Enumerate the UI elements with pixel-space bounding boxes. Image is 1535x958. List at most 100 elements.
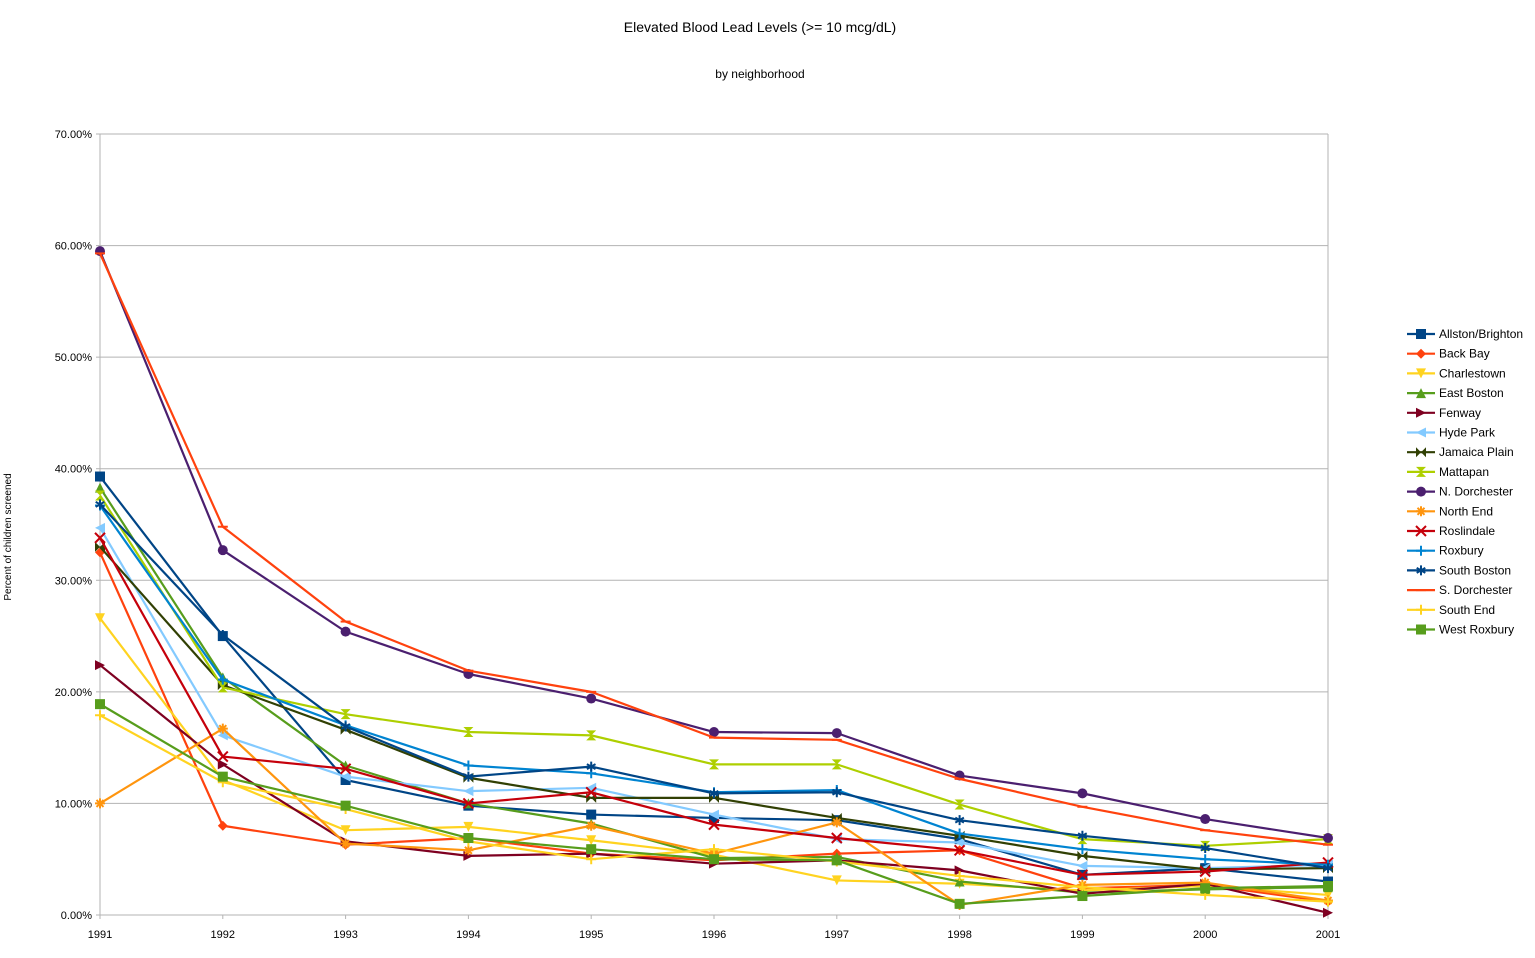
data-point: [586, 809, 597, 820]
legend-item: South End: [1407, 603, 1495, 617]
x-tick-label: 2000: [1193, 929, 1217, 941]
data-point: [463, 821, 474, 832]
data-point: [586, 835, 597, 846]
legend-marker: [1416, 466, 1426, 477]
data-point: [831, 787, 842, 798]
gridlines: [96, 133, 1329, 919]
x-tick-label: 1998: [947, 929, 971, 941]
series-west-roxbury: [95, 699, 1333, 909]
series-line: [99, 487, 1329, 894]
data-point: [95, 471, 105, 482]
legend-item: Charlestown: [1407, 366, 1506, 380]
chart-subtitle: by neighborhood: [715, 67, 804, 81]
data-point: [463, 727, 474, 738]
legend-item: Mattapan: [1407, 465, 1489, 479]
data-point: [709, 844, 719, 855]
data-point: [217, 730, 228, 741]
legend-item: West Roxbury: [1407, 623, 1514, 637]
data-point: [217, 820, 228, 831]
legend-label: S. Dorchester: [1439, 583, 1512, 597]
chart-title: Elevated Blood Lead Levels (>= 10 mcg/dL…: [624, 19, 896, 35]
legend-label: Hyde Park: [1439, 426, 1496, 440]
data-point: [831, 855, 842, 866]
series-south-boston: [95, 499, 1333, 874]
data-point: [831, 759, 842, 770]
data-point: [1323, 896, 1333, 907]
data-point: [708, 818, 720, 831]
y-axis-label: Percent of children screened: [3, 473, 14, 600]
data-point: [95, 482, 105, 493]
data-point: [709, 812, 719, 823]
y-tick-label: 70.00%: [55, 129, 93, 141]
data-point: [1323, 833, 1333, 844]
legend-item: Roslindale: [1407, 524, 1495, 538]
legend-label: Fenway: [1439, 406, 1481, 420]
legend-item: Hyde Park: [1407, 426, 1496, 440]
series-line: [98, 250, 1329, 840]
data-point: [586, 761, 597, 772]
data-point: [95, 710, 105, 721]
data-point: [954, 834, 965, 845]
data-point: [709, 788, 719, 799]
data-point: [463, 771, 474, 782]
legend-label: Allston/Brighton: [1439, 327, 1523, 341]
data-point: [709, 854, 719, 865]
data-point: [1323, 880, 1333, 891]
data-point: [954, 799, 965, 810]
y-tick-label: 30.00%: [55, 575, 93, 587]
data-point: [954, 828, 965, 839]
legend-label: Roxbury: [1439, 544, 1484, 558]
legend-label: Charlestown: [1439, 366, 1506, 380]
data-point: [1323, 863, 1333, 874]
data-point: [339, 763, 352, 775]
data-point: [1076, 869, 1089, 881]
legend-marker: [1416, 506, 1426, 517]
data-point: [95, 699, 105, 710]
data-point: [954, 898, 965, 909]
x-tick-label: 1993: [333, 929, 357, 941]
y-tick-label: 50.00%: [55, 352, 93, 364]
data-point: [953, 844, 966, 856]
data-point: [95, 499, 105, 510]
legend-label: Jamaica Plain: [1439, 445, 1514, 459]
data-point: [831, 817, 842, 828]
series-south-end: [95, 710, 1333, 907]
legend-item: East Boston: [1407, 386, 1504, 400]
legend-item: Fenway: [1407, 406, 1481, 420]
x-tick-label: 1997: [825, 929, 849, 941]
series-n-dorchester: [95, 246, 1333, 844]
legend-item: Back Bay: [1407, 347, 1490, 361]
legend-label: East Boston: [1439, 386, 1504, 400]
data-point: [709, 759, 719, 770]
data-point: [831, 832, 843, 844]
data-point: [340, 825, 351, 836]
data-point: [954, 837, 965, 848]
data-point: [1077, 860, 1088, 871]
x-tick-label: 1994: [456, 929, 480, 941]
data-point: [1200, 854, 1211, 865]
data-point: [463, 760, 474, 771]
legend-label: South Boston: [1439, 563, 1511, 577]
data-point: [586, 844, 597, 855]
data-point: [340, 721, 351, 732]
data-point: [95, 522, 105, 533]
data-point: [217, 674, 228, 685]
legend-marker: [1416, 329, 1426, 339]
data-point: [709, 809, 719, 820]
x-tick-label: 1995: [579, 929, 603, 941]
legend-item: N. Dorchester: [1407, 485, 1513, 499]
x-tick-label: 1999: [1070, 929, 1094, 941]
legend-item: South Boston: [1407, 563, 1511, 577]
data-point: [463, 845, 474, 856]
legend-item: S. Dorchester: [1407, 583, 1512, 597]
data-point: [340, 800, 351, 811]
data-point: [1200, 877, 1211, 888]
y-tick-label: 20.00%: [55, 687, 93, 699]
series-s-dorchester: [95, 252, 1333, 846]
data-point: [1077, 788, 1088, 799]
data-point: [95, 490, 105, 501]
legend-label: Back Bay: [1439, 347, 1490, 361]
data-point: [1077, 830, 1088, 841]
data-point: [217, 759, 228, 770]
legend-label: N. Dorchester: [1439, 485, 1513, 499]
